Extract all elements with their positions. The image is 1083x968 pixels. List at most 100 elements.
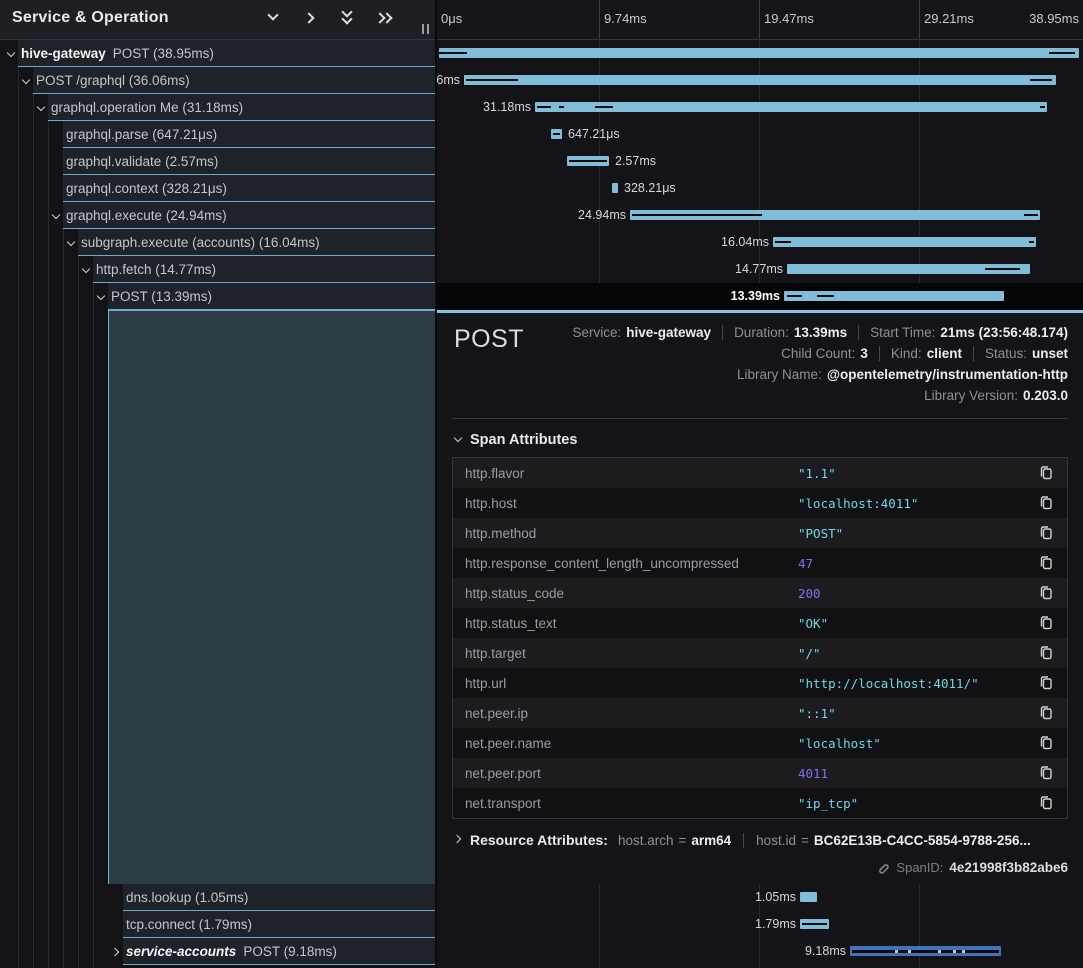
chevron-down-icon[interactable] [82,266,89,273]
attribute-key: http.status_text [465,615,557,631]
chevron-down-icon[interactable] [97,293,104,300]
link-icon[interactable] [875,860,890,875]
attribute-row[interactable]: net.transport "ip_tcp" [453,788,1067,818]
tree-row-post-selected[interactable]: POST (13.39ms) [0,283,435,310]
tree-row-http-fetch[interactable]: http.fetch (14.77ms) [0,256,435,283]
attribute-row[interactable]: http.host "localhost:4011" [453,488,1067,518]
attribute-value: "ip_tcp" [798,795,859,811]
attribute-value: 4011 [798,765,829,781]
copy-icon[interactable] [1037,614,1055,632]
expand-all-icon[interactable] [374,10,393,26]
attribute-key: http.flavor [465,465,525,481]
operation-name: graphql.validate (2.57ms) [66,153,219,169]
attribute-key: http.host [465,495,517,511]
copy-icon[interactable] [1037,554,1055,572]
operation-name: dns.lookup (1.05ms) [126,889,249,905]
span-bar-row[interactable]: 31.18ms [437,94,1083,121]
span-bar[interactable] [787,264,1030,274]
chevron-down-icon[interactable] [22,77,29,84]
tree-row-graphql-validate[interactable]: graphql.validate (2.57ms) [0,148,435,175]
span-bar-row-selected[interactable]: 13.39ms [437,283,1083,310]
copy-icon[interactable] [1037,794,1055,812]
span-bar[interactable] [630,210,1040,220]
span-bar-row[interactable]: 328.21μs [437,175,1083,202]
tree-row-graphql-operation[interactable]: graphql.operation Me (31.18ms) [0,94,435,121]
tree-row-tcp-connect[interactable]: tcp.connect (1.79ms) [0,911,435,938]
tree-row-service-accounts-post[interactable]: service-accounts POST (9.18ms) [0,938,435,965]
span-bar[interactable] [551,129,562,139]
span-bar-row[interactable]: 1.05ms [437,884,1083,911]
span-bar[interactable] [784,291,1004,301]
tree-row-graphql-execute[interactable]: graphql.execute (24.94ms) [0,202,435,229]
copy-icon[interactable] [1037,674,1055,692]
expand-one-icon[interactable] [303,10,319,26]
attribute-row[interactable]: http.flavor "1.1" [453,458,1067,488]
attribute-row[interactable]: http.method "POST" [453,518,1067,548]
attribute-key: http.response_content_length_uncompresse… [465,555,739,571]
tree-row-post-graphql[interactable]: POST /graphql (36.06ms) [0,67,435,94]
span-bar[interactable] [439,48,1079,58]
chevron-down-icon[interactable] [37,104,44,111]
span-bar-row[interactable]: 24.94ms [437,202,1083,229]
span-bar-row[interactable]: 36.06ms [437,67,1083,94]
attribute-row[interactable]: net.peer.ip "::1" [453,698,1067,728]
span-bar[interactable] [464,75,1056,85]
span-bar[interactable] [612,183,618,193]
column-resizer-grip[interactable] [422,24,429,34]
tree-row-subgraph-execute[interactable]: subgraph.execute (accounts) (16.04ms) [0,229,435,256]
operation-name: tcp.connect (1.79ms) [126,916,253,932]
chevron-right-icon[interactable] [112,948,119,955]
copy-icon[interactable] [1037,494,1055,512]
service-name: service-accounts [126,943,237,959]
tree-row-graphql-context[interactable]: graphql.context (328.21μs) [0,175,435,202]
copy-icon[interactable] [1037,584,1055,602]
attribute-row[interactable]: http.target "/" [453,638,1067,668]
copy-icon[interactable] [1037,734,1055,752]
span-bar[interactable] [800,919,829,929]
collapse-one-icon[interactable] [266,9,282,26]
attribute-row[interactable]: http.response_content_length_uncompresse… [453,548,1067,578]
attribute-value: "http://localhost:4011/" [798,675,979,691]
meta-value: 21ms (23:56:48.174) [940,325,1068,340]
attribute-row[interactable]: net.peer.name "localhost" [453,728,1067,758]
copy-icon[interactable] [1037,524,1055,542]
tick-label: 9.74ms [604,11,647,26]
span-bar-row[interactable]: 1.79ms [437,911,1083,938]
span-tree-panel: Service & Operation hive-gateway POST (3… [0,0,435,968]
resource-attributes-row[interactable]: Resource Attributes: host.arch = arm64 h… [452,819,1068,848]
span-bar[interactable] [567,156,609,166]
span-bar[interactable] [773,237,1036,247]
operation-name: POST (13.39ms) [111,288,213,304]
span-bar-row[interactable]: 2.57ms [437,148,1083,175]
span-bar[interactable] [535,102,1047,112]
tree-row-graphql-parse[interactable]: graphql.parse (647.21μs) [0,121,435,148]
span-bar-row[interactable]: 14.77ms [437,256,1083,283]
tree-row-hive-gateway-post[interactable]: hive-gateway POST (38.95ms) [0,40,435,67]
collapse-all-icon[interactable] [340,6,356,26]
chevron-down-icon[interactable] [67,239,74,246]
attribute-key: net.peer.name [465,735,552,751]
span-bar-row[interactable] [437,40,1083,67]
chevron-down-icon[interactable] [7,50,14,57]
duration-label: 31.18ms [483,100,531,114]
span-bar-row[interactable]: 16.04ms [437,229,1083,256]
span-attributes-section-header[interactable]: Span Attributes [452,419,1068,457]
copy-icon[interactable] [1037,644,1055,662]
attribute-row[interactable]: http.status_text "OK" [453,608,1067,638]
attribute-row[interactable]: http.status_code 200 [453,578,1067,608]
span-bar[interactable] [800,892,817,902]
meta-label: Library Version: [924,388,1018,403]
resource-value: BC62E13B-C4CC-5854-9788-256... [813,832,1031,848]
span-bar[interactable] [850,946,1001,956]
copy-icon[interactable] [1037,764,1055,782]
attribute-row[interactable]: net.peer.port 4011 [453,758,1067,788]
attribute-row[interactable]: http.url "http://localhost:4011/" [453,668,1067,698]
chevron-down-icon[interactable] [52,212,59,219]
span-bar-row[interactable]: 647.21μs [437,121,1083,148]
copy-icon[interactable] [1037,464,1055,482]
span-bar-row[interactable]: 9.18ms [437,938,1083,965]
span-attributes-table: http.flavor "1.1" http.host "localhost:4… [452,457,1068,819]
copy-icon[interactable] [1037,704,1055,722]
attribute-key: http.target [465,645,526,661]
tree-row-dns-lookup[interactable]: dns.lookup (1.05ms) [0,884,435,911]
